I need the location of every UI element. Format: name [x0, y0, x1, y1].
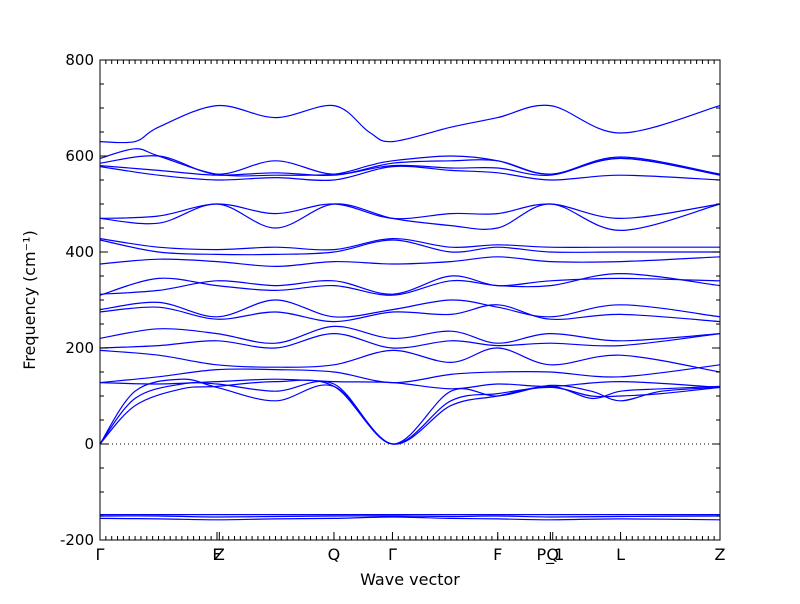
band-line [99, 378, 721, 445]
band-line [99, 516, 721, 521]
band-line [99, 256, 721, 268]
band-line [99, 515, 721, 518]
x-tick-label: P_1 [536, 545, 564, 565]
x-tick-label: Q [546, 545, 559, 564]
x-tick-label: F [212, 545, 221, 564]
band-line [99, 237, 720, 251]
y-tick-label: 600 [65, 147, 94, 165]
band-line [99, 148, 721, 177]
band-line [99, 165, 721, 182]
x-tick-label: Q [328, 545, 341, 564]
x-tick-label: Z [715, 545, 726, 564]
y-axis-label: Frequency (cm⁻¹) [20, 230, 39, 369]
band-line [99, 325, 721, 344]
x-tick-label: Γ [96, 545, 105, 564]
band-line [99, 379, 721, 445]
y-tick-label: 200 [65, 339, 94, 357]
band-line [99, 299, 721, 318]
band-line [99, 272, 721, 296]
y-tick-label: 0 [84, 435, 94, 453]
band-line [99, 347, 721, 373]
x-tick-label: F [493, 545, 502, 564]
x-axis-label: Wave vector [360, 570, 460, 589]
y-tick-label: 800 [65, 51, 94, 69]
x-tick-label: Γ [388, 545, 397, 564]
band-line [99, 364, 721, 384]
y-tick-label: 400 [65, 243, 94, 261]
band-line [99, 332, 721, 349]
y-tick-label: -200 [60, 531, 94, 549]
band-line [99, 275, 721, 295]
band-line [99, 104, 721, 144]
band-line [99, 304, 721, 323]
band-line [99, 239, 720, 256]
band-line [99, 203, 721, 220]
plot-frame [99, 59, 721, 541]
x-tick-label: L [616, 545, 625, 564]
x-tick-label: Z [214, 545, 225, 564]
